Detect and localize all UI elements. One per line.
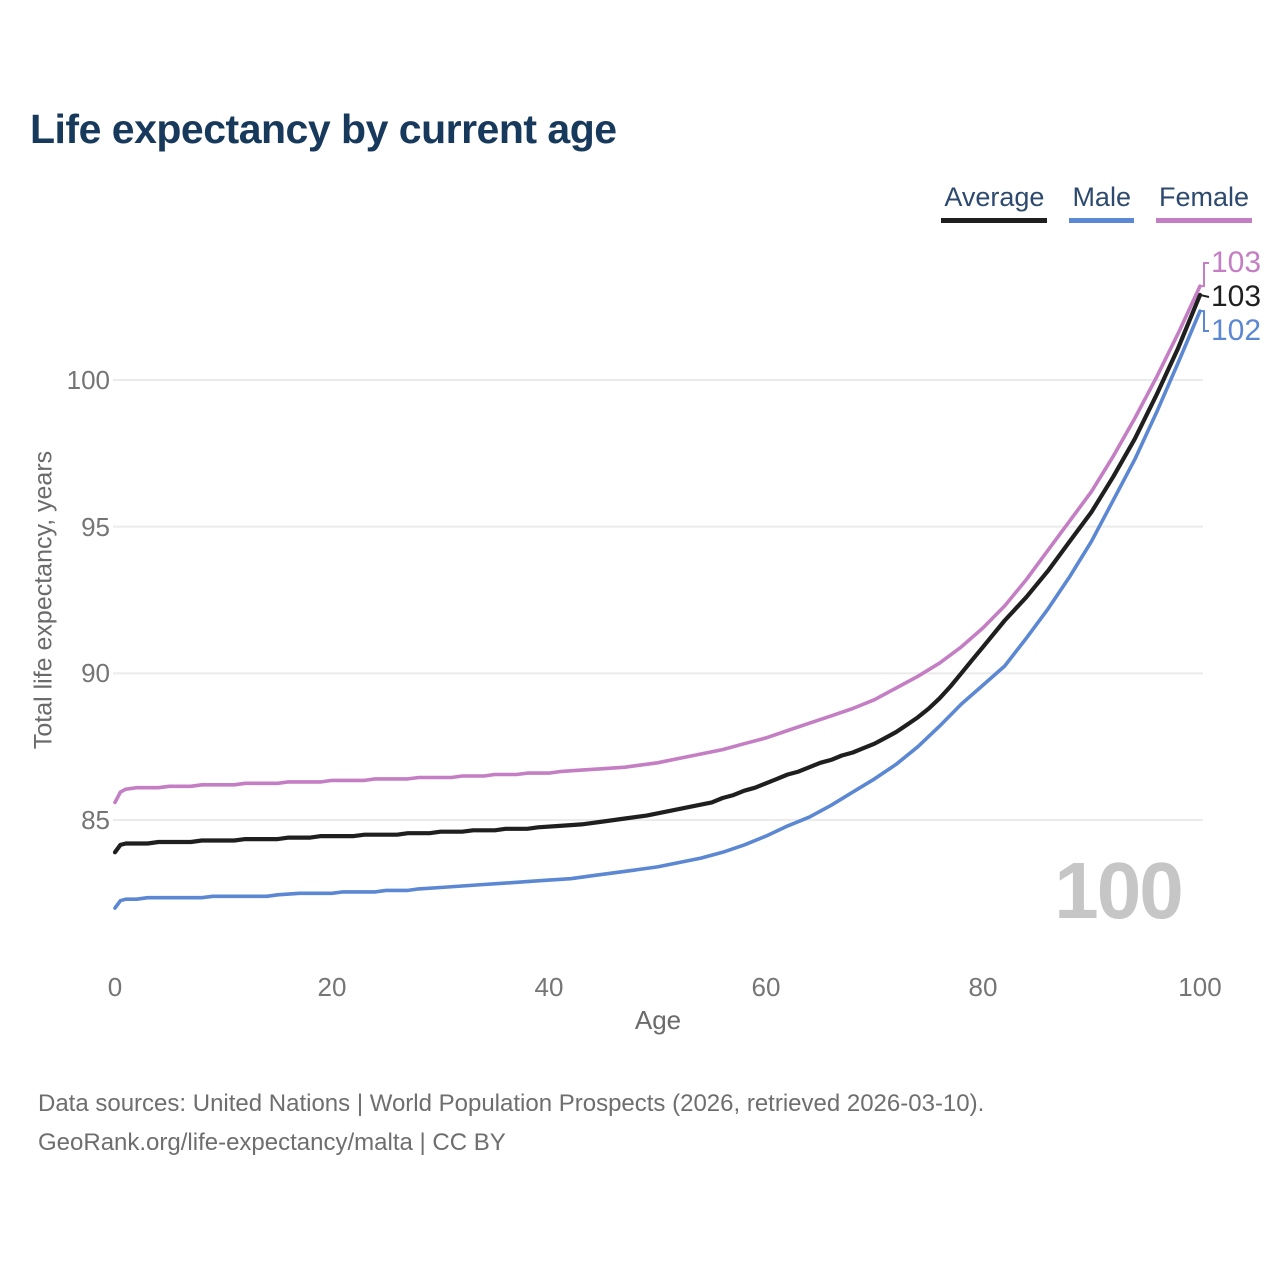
series-line-female[interactable] — [113, 284, 1202, 805]
end-value-label-female: 103 — [1211, 246, 1262, 279]
data-sources-line: Data sources: United Nations | World Pop… — [38, 1090, 985, 1117]
end-label-connector-female — [1200, 262, 1209, 288]
x-tick-label-60: 60 — [751, 972, 781, 1002]
footer: Data sources: United Nations | World Pop… — [38, 1084, 984, 1162]
y-tick-label-90: 90 — [81, 658, 110, 689]
legend: Average Male Female — [941, 182, 1252, 223]
x-tick-label-0: 0 — [107, 972, 123, 1002]
x-axis-title: Age — [634, 1005, 682, 1035]
x-tick-label-80: 80 — [968, 972, 998, 1002]
end-label-connector-average — [1199, 293, 1210, 298]
page-title: Life expectancy by current age — [30, 106, 617, 152]
y-tick-label-100: 100 — [66, 365, 110, 395]
x-tick-label-100: 100 — [1178, 972, 1222, 1002]
end-label-connector-male — [1200, 310, 1209, 332]
x-tick-label-20: 20 — [317, 972, 347, 1002]
x-tick-label-40: 40 — [534, 972, 564, 1002]
y-axis-title: Total life expectancy, years — [29, 450, 58, 750]
y-tick-label-95: 95 — [81, 511, 110, 542]
legend-item-male[interactable]: Male — [1069, 182, 1134, 223]
series-line-male[interactable] — [113, 309, 1202, 910]
end-value-label-male: 102 — [1211, 314, 1262, 347]
y-tick-label-85: 85 — [81, 805, 110, 835]
legend-item-female[interactable]: Female — [1155, 182, 1252, 223]
attribution-line: GeoRank.org/life-expectancy/malta | CC B… — [38, 1129, 506, 1156]
end-value-label-average: 103 — [1211, 280, 1262, 313]
series-line-average[interactable] — [112, 292, 1203, 855]
age-watermark: 100 — [1054, 846, 1183, 935]
legend-item-average[interactable]: Average — [941, 182, 1048, 223]
